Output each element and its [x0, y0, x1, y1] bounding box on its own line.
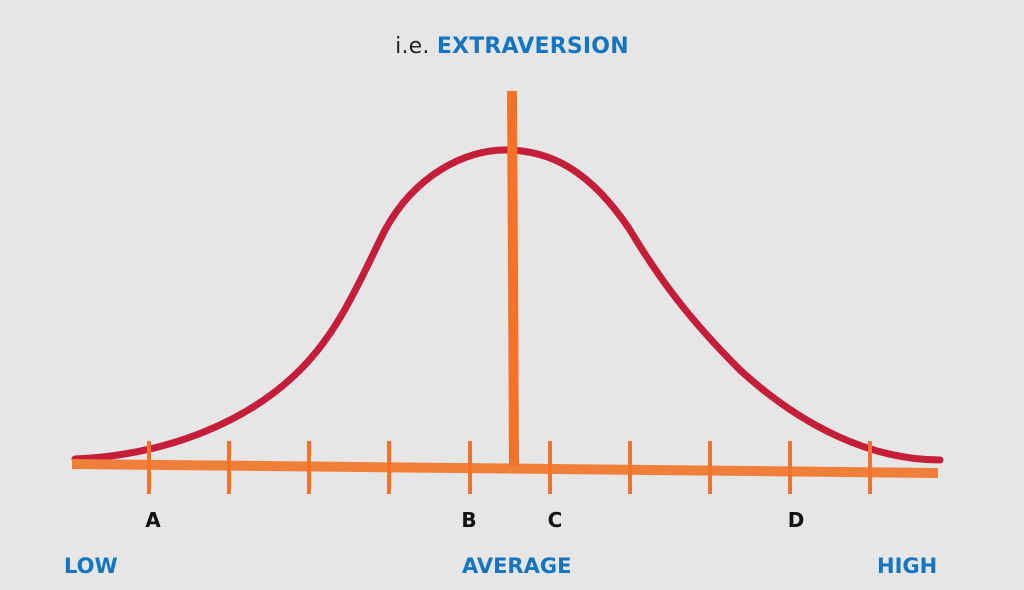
point-label-a: A: [145, 508, 161, 532]
bell-curve: [71, 146, 944, 464]
mean-line: [507, 90, 519, 467]
horizontal-axis: [71, 459, 939, 478]
axis-label-low: LOW: [64, 554, 118, 578]
point-label-c: C: [547, 508, 563, 532]
point-label-b: B: [461, 508, 477, 532]
diagram-title: i.e. EXTRAVERSION: [0, 34, 1024, 59]
title-prefix: i.e.: [395, 34, 430, 59]
axis-label-high: HIGH: [877, 554, 938, 578]
axis-label-average: AVERAGE: [462, 554, 572, 578]
point-label-d: D: [787, 508, 805, 532]
axis-ticks: [147, 441, 872, 494]
title-keyword: EXTRAVERSION: [436, 34, 629, 59]
